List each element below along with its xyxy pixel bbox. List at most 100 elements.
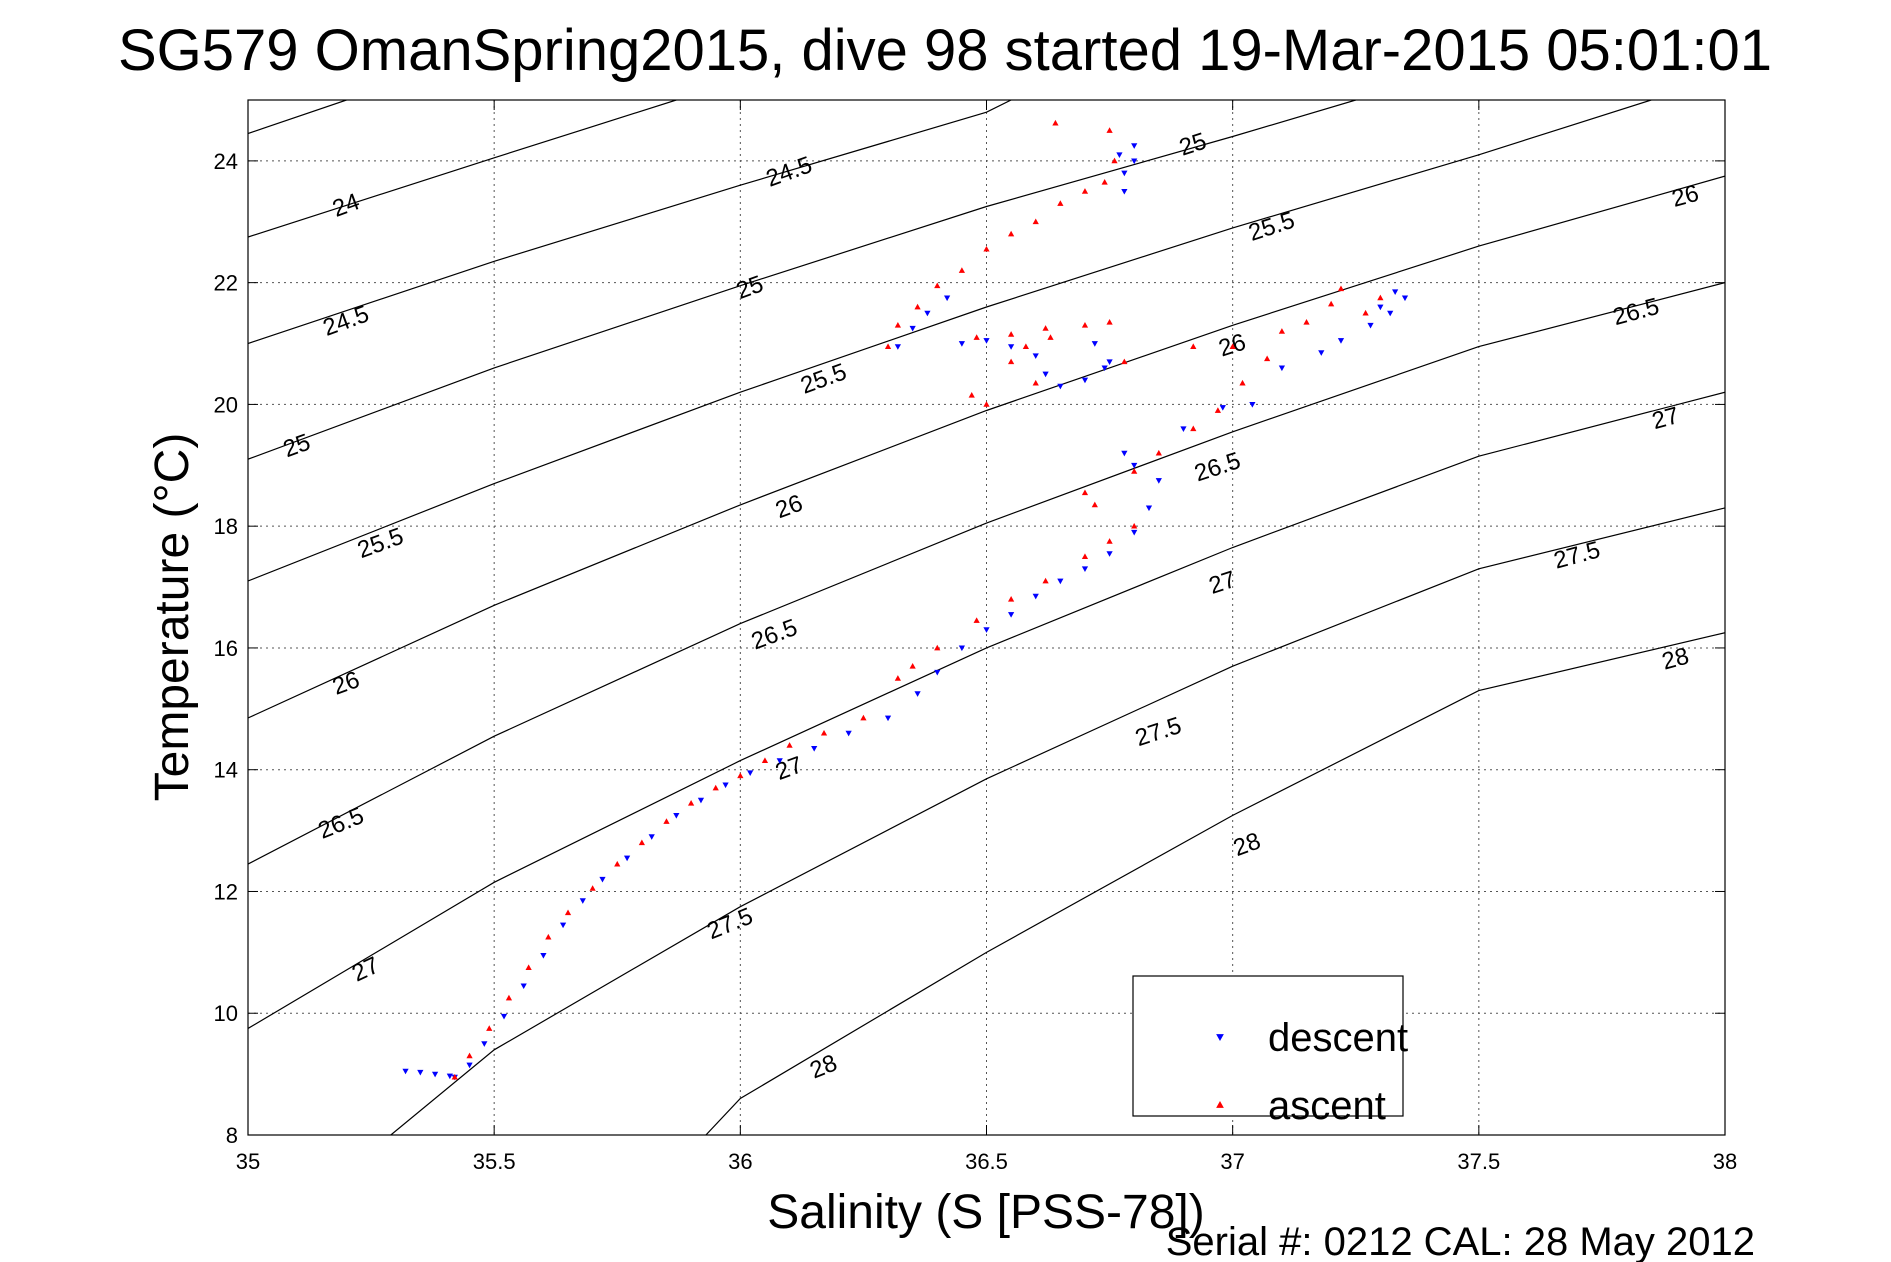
ascent-point xyxy=(934,282,941,289)
density-contour-24 xyxy=(248,100,347,135)
ascent-point xyxy=(1377,294,1384,301)
y-tick-label: 16 xyxy=(214,636,238,661)
ascent-point xyxy=(1008,358,1015,365)
ascent-point xyxy=(1091,501,1098,508)
y-tick-label: 22 xyxy=(214,271,238,296)
ascent-point xyxy=(1106,319,1113,325)
descent-point xyxy=(1106,551,1113,557)
descent-point xyxy=(1180,426,1187,432)
axis-ticks: 35 35.5 36 36.5 37 37.5 38 8 10 12 14 16 18 20 22 24 xyxy=(214,100,1737,1174)
y-tick-label: 20 xyxy=(214,392,238,417)
descent-point xyxy=(1032,593,1039,600)
descent-point xyxy=(1057,383,1064,390)
ascent-point xyxy=(545,933,552,940)
descent-point xyxy=(1155,478,1162,484)
ascent-point xyxy=(1042,325,1049,331)
x-tick-label: 36 xyxy=(728,1149,752,1174)
descent-point xyxy=(1145,505,1153,512)
descent-series xyxy=(402,143,1409,1081)
descent-point xyxy=(1219,405,1226,411)
x-axis-label: Salinity (S [PSS-78]) xyxy=(767,1186,1204,1239)
descent-point xyxy=(1081,377,1089,384)
ascent-point xyxy=(1106,538,1113,544)
ascent-point xyxy=(884,343,892,349)
descent-point xyxy=(747,770,754,776)
descent-point xyxy=(540,953,547,959)
descent-point xyxy=(1392,289,1399,295)
ascent-point xyxy=(1032,218,1039,225)
descent-point xyxy=(481,1041,488,1047)
ascent-point xyxy=(589,885,596,891)
ascent-point xyxy=(1052,119,1059,126)
ascent-point xyxy=(486,1025,493,1031)
ascent-point xyxy=(687,799,695,806)
plot-area: 2424.524.525252525.525.525.52626262626.5… xyxy=(214,99,1737,1174)
density-contour-26-5 xyxy=(248,282,1725,865)
ascent-point xyxy=(1190,425,1197,432)
descent-point xyxy=(431,1071,439,1078)
descent-point xyxy=(1106,359,1113,366)
descent-point xyxy=(1121,450,1128,457)
descent-point xyxy=(722,782,729,789)
data-series xyxy=(402,119,1409,1081)
descent-point xyxy=(894,344,901,350)
ascent-point xyxy=(1362,309,1369,316)
calibration-footer: Serial #: 0212 CAL: 28 May 2012 xyxy=(1166,1220,1755,1262)
ascent-point xyxy=(1008,331,1015,337)
chart-title: SG579 OmanSpring2015, dive 98 started 19… xyxy=(118,18,1772,83)
ascent-point xyxy=(663,818,670,824)
ascent-point xyxy=(909,662,916,669)
ascent-point xyxy=(1022,343,1029,349)
descent-point xyxy=(1008,344,1015,350)
ascent-point xyxy=(1229,343,1236,349)
ascent-point xyxy=(1264,355,1271,362)
ascent-point xyxy=(983,245,990,252)
descent-point xyxy=(924,310,931,317)
ascent-point xyxy=(820,729,828,736)
ascent-point xyxy=(1337,285,1345,292)
descent-point xyxy=(1131,143,1138,149)
ascent-point xyxy=(1047,334,1054,340)
ascent-point xyxy=(1303,319,1310,325)
descent-point xyxy=(1377,304,1384,311)
y-tick-label: 14 xyxy=(214,758,238,783)
descent-point xyxy=(958,341,965,347)
ascent-point xyxy=(451,1073,458,1080)
ascent-point xyxy=(973,334,980,340)
ascent-point xyxy=(564,909,572,916)
density-contour-24 xyxy=(248,100,677,238)
ascent-point xyxy=(1008,230,1015,237)
x-tick-label: 35 xyxy=(236,1149,260,1174)
descent-point xyxy=(648,834,655,840)
descent-point xyxy=(1367,322,1374,329)
descent-point xyxy=(1057,578,1064,585)
descent-point xyxy=(909,325,916,332)
descent-point xyxy=(1121,188,1128,195)
descent-point xyxy=(1101,365,1108,372)
density-contour-24-5 xyxy=(248,100,1012,345)
descent-point xyxy=(1008,612,1015,618)
descent-point xyxy=(983,338,990,344)
descent-point xyxy=(944,295,951,302)
ascent-point xyxy=(1032,379,1039,386)
descent-point xyxy=(845,730,852,737)
descent-point xyxy=(500,1013,508,1020)
ascent-point xyxy=(1057,200,1064,206)
descent-point xyxy=(811,746,818,752)
ascent-point xyxy=(614,860,621,867)
ascent-point xyxy=(737,772,744,779)
x-tick-label: 38 xyxy=(1713,1149,1737,1174)
descent-point xyxy=(559,922,567,929)
density-contour-28 xyxy=(705,632,1725,1135)
descent-point xyxy=(579,898,586,904)
descent-point xyxy=(884,715,892,722)
descent-point xyxy=(983,627,990,633)
y-tick-label: 24 xyxy=(214,149,238,174)
ascent-point xyxy=(914,303,921,310)
legend-box xyxy=(1132,975,1404,1117)
ascent-point xyxy=(1101,178,1108,185)
descent-point xyxy=(1278,365,1286,372)
ascent-point xyxy=(968,392,975,398)
descent-point xyxy=(1337,338,1345,344)
ascent-point xyxy=(1239,379,1246,386)
